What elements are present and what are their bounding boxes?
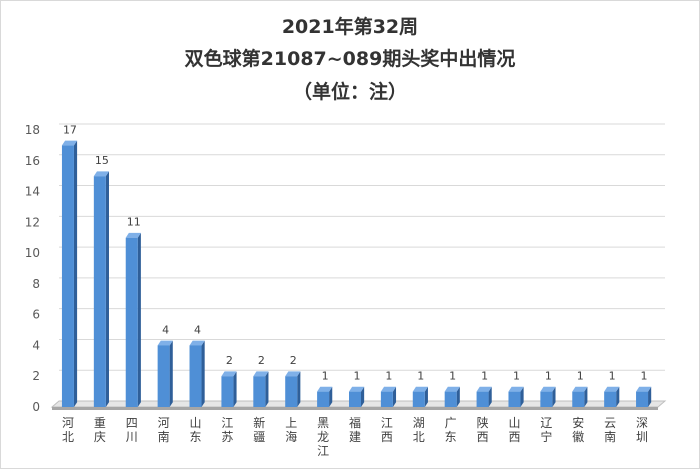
data-label: 1 [481,370,488,383]
bar [508,386,524,407]
y-tick-label: 6 [32,308,40,322]
data-label: 1 [354,370,361,383]
y-tick-label: 16 [25,154,40,168]
data-label: 11 [127,216,141,229]
bar [444,386,460,407]
data-label: 1 [385,370,392,383]
x-tick-label: 四川 [126,416,138,444]
bar [476,386,492,407]
y-tick-label: 14 [25,185,40,199]
data-label: 4 [162,323,169,336]
x-tick-label: 安徽 [572,415,584,444]
y-tick-label: 18 [25,123,40,137]
data-label: 1 [513,370,520,383]
bar [572,386,588,407]
data-label: 1 [577,370,584,383]
x-tick-label: 黑龙江 [317,416,329,458]
floor-edge [52,407,658,410]
x-tick-label: 河北 [62,416,74,444]
chart-title-line-2: 双色球第21087~089期头奖中出情况 [184,48,516,70]
data-label: 1 [449,370,456,383]
data-label: 1 [609,370,616,383]
data-label: 15 [95,154,109,167]
bar [412,386,428,407]
bar [93,171,109,407]
x-tick-label: 云南 [604,416,616,444]
bar [189,340,205,407]
bar [61,140,78,408]
x-tick-label: 山西 [508,416,520,444]
x-tick-label: 山东 [190,416,202,444]
bar [636,386,652,407]
x-tick-label: 江苏 [221,416,233,444]
data-label: 1 [417,370,424,383]
data-label: 2 [258,354,265,367]
x-tick-label: 重庆 [94,416,106,444]
bar [253,371,269,407]
chart-title-line-1: 2021年第32周 [281,16,419,38]
x-tick-label: 辽宁 [540,416,552,444]
y-tick-label: 2 [32,369,40,383]
bar [604,386,620,407]
x-tick-label: 陕西 [477,415,489,444]
bar [157,340,173,407]
y-tick-label: 12 [25,215,40,229]
x-tick-label: 广东 [445,416,457,444]
data-label: 2 [226,354,233,367]
data-label: 1 [545,370,552,383]
data-label: 1 [322,370,329,383]
x-tick-label: 深圳 [636,416,648,444]
data-label: 1 [641,370,648,383]
data-label: 2 [290,354,297,367]
y-tick-label: 10 [25,246,40,260]
x-tick-label: 新疆 [253,415,265,444]
x-tick-label: 江西 [381,416,393,444]
bar [540,386,556,407]
x-tick-label: 湖北 [413,415,425,444]
x-tick-label: 河南 [158,416,170,444]
x-tick-label: 上海 [285,416,297,444]
bar [317,386,333,407]
x-tick-label: 福建 [349,415,361,444]
data-label: 4 [194,323,201,336]
y-tick-label: 4 [32,338,40,352]
chart-title-line-3: （单位：注） [292,81,407,103]
bar [125,232,141,407]
bar [349,386,365,407]
data-label: 17 [63,123,77,136]
bar [221,371,237,407]
y-tick-label: 8 [32,277,40,291]
y-tick-label: 0 [32,400,40,414]
bar [285,371,301,407]
bar [380,386,397,407]
